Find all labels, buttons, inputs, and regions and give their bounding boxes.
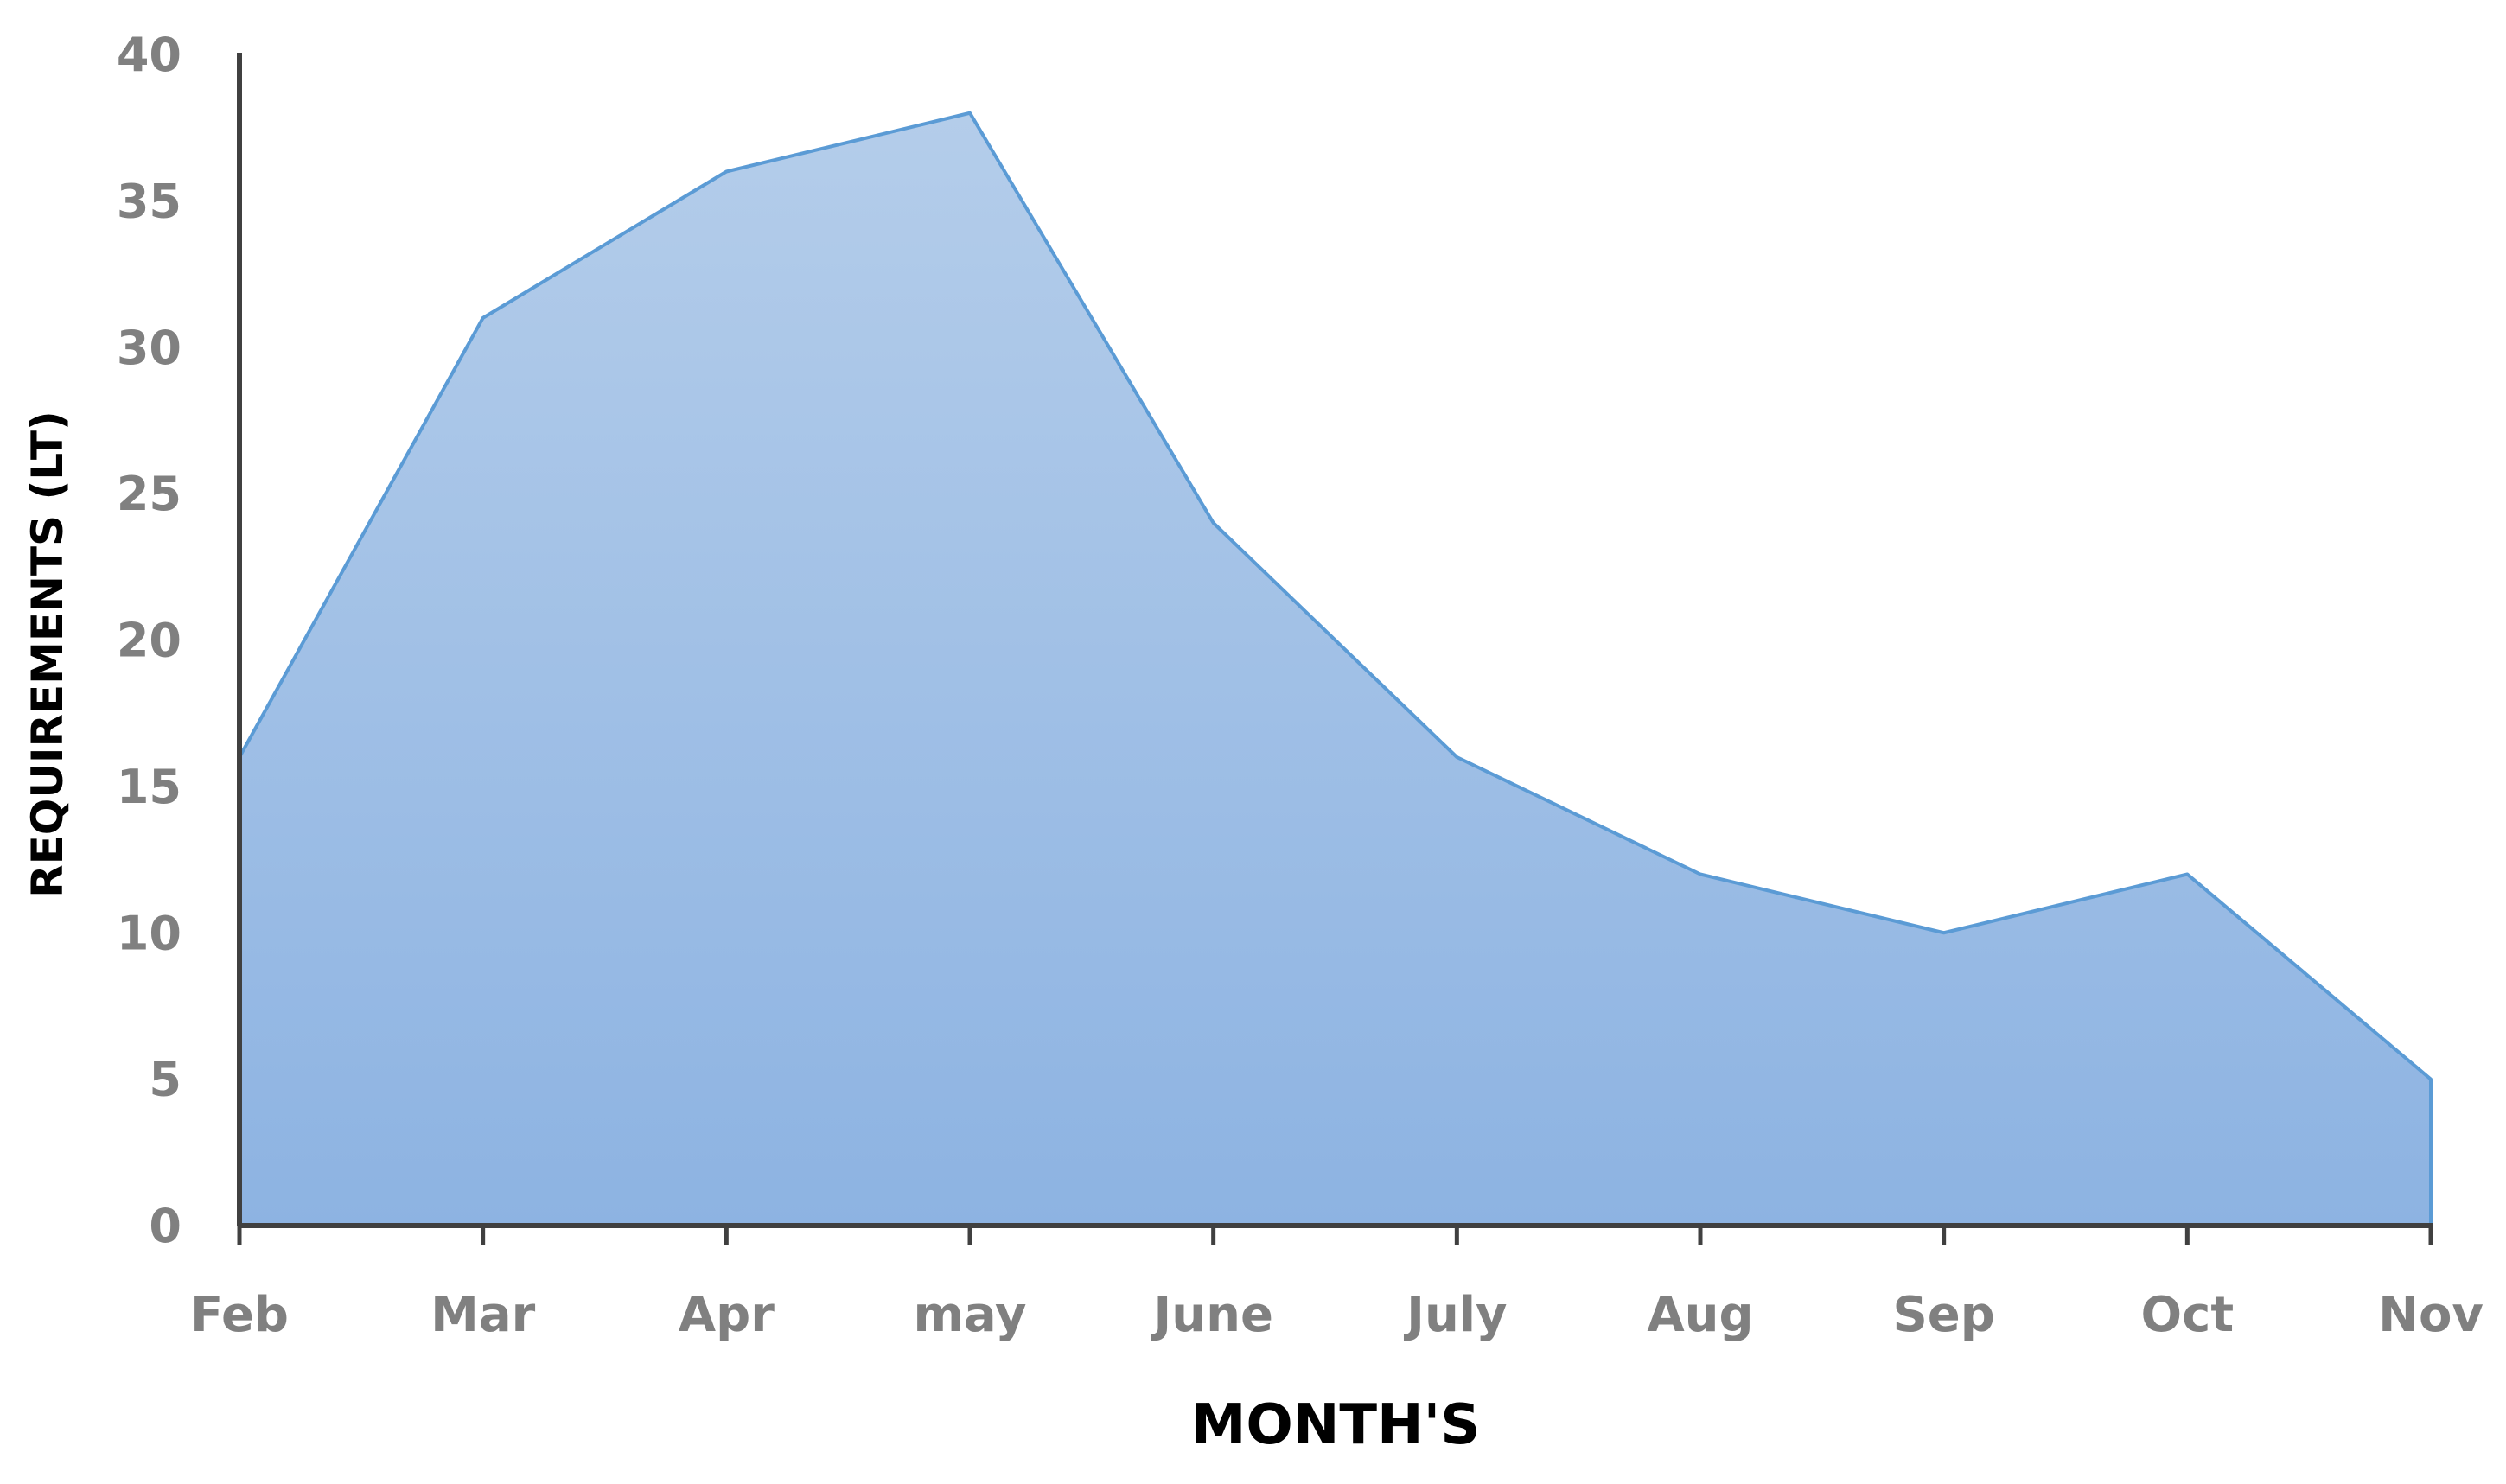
y-tick-label: 30 [117,321,182,375]
y-tick-label: 15 [117,760,182,814]
y-tick-label: 35 [117,174,182,228]
y-axis-tick-labels: 0 5 10 15 20 25 30 35 40 [117,28,182,1253]
area-fill [239,112,2431,1226]
y-axis-title: REQUIREMENTS (LT) [22,411,73,898]
x-axis-title: MONTH'S [1191,1393,1481,1457]
x-axis-tick-labels: Feb Mar Apr may June July Aug Sep Oct Nov [190,1287,2484,1343]
x-tick-label: Aug [1647,1287,1753,1343]
plot-area [237,53,2433,1245]
x-tick-label: Mar [430,1287,536,1343]
x-tick-label: Oct [2141,1287,2235,1343]
x-tick-label: may [914,1287,1027,1343]
x-tick-label: Nov [2378,1287,2484,1343]
x-tick-label: Apr [679,1287,775,1343]
x-tick-label: June [1150,1287,1273,1343]
series-line [238,111,2433,1226]
y-tick-label: 0 [149,1199,182,1253]
x-tick-label: Sep [1892,1287,1994,1343]
y-tick-label: 5 [149,1053,182,1107]
x-tick-label: Feb [190,1287,289,1343]
x-tick-label: July [1403,1287,1507,1343]
y-tick-label: 40 [117,28,182,82]
y-tick-label: 20 [117,614,182,668]
y-tick-label: 25 [117,467,182,521]
y-tick-label: 10 [117,906,182,960]
